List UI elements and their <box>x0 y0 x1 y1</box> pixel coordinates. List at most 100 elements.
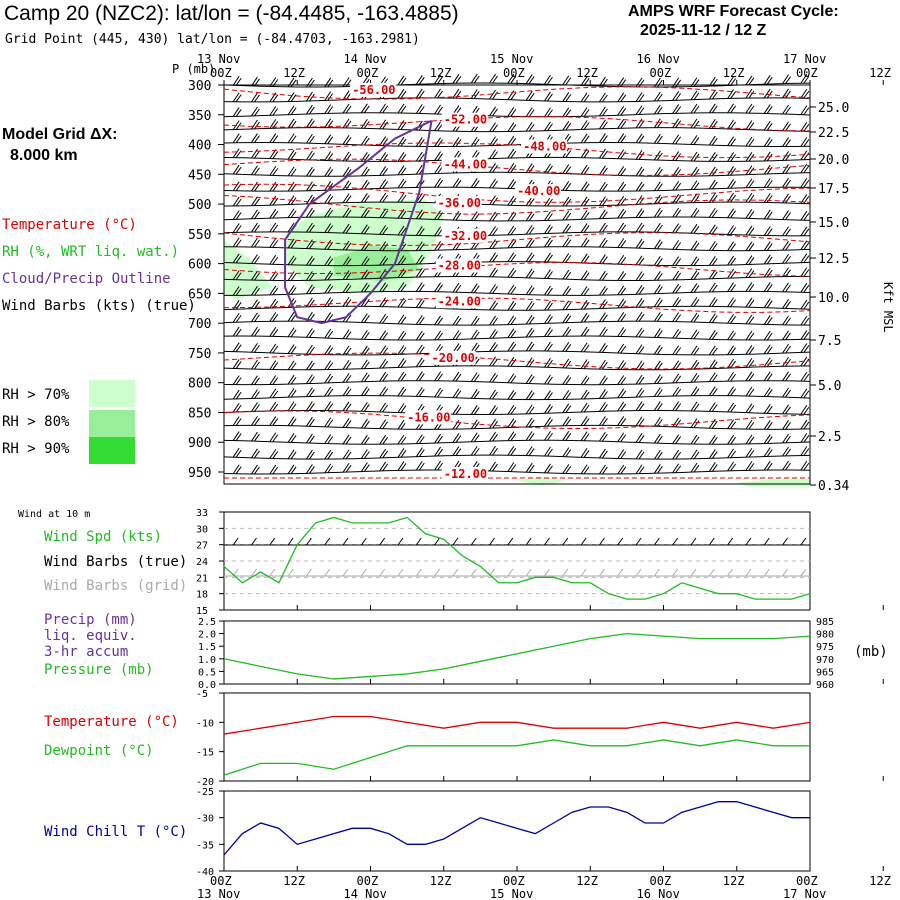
wind-barb-flag <box>507 148 515 159</box>
wind-barb-flag <box>638 376 645 385</box>
wind-barb-flag <box>489 300 496 311</box>
wind-barb-flag <box>360 179 368 190</box>
wind-barb-flag <box>656 120 663 128</box>
wind-barb-flag <box>766 389 773 397</box>
barb-grid-flag <box>763 568 770 577</box>
isotherm-line <box>223 194 811 215</box>
wind-barb-flag <box>269 208 277 219</box>
wind-barb-flag <box>379 255 387 266</box>
wind-barb-flag <box>635 449 643 460</box>
wind-barb-flag <box>598 165 606 176</box>
wind-barb-flag <box>324 401 332 411</box>
wind-barb-flag <box>235 255 242 264</box>
wind-barb-flag <box>254 135 260 143</box>
wind-barb-flag <box>528 329 535 338</box>
wind-barb-flag <box>528 464 535 473</box>
isotherm-label-bg <box>350 82 397 97</box>
barb-grid-flag <box>452 568 459 577</box>
wind-barb-flag <box>400 77 407 86</box>
wind-barb-flag <box>235 239 242 248</box>
wind-barb-flag <box>547 226 553 234</box>
wind-barb-flag <box>763 298 771 308</box>
wind-barb-flag <box>507 225 515 236</box>
wind-barb-flag <box>251 222 258 233</box>
wind-barb-flag <box>382 315 389 324</box>
wind-barb-flag <box>528 316 535 325</box>
wind-barb-flag <box>656 273 663 281</box>
wind-barb-flag <box>562 181 570 191</box>
pressure-label: Pressure (mb) <box>44 662 154 678</box>
temp-dew-ytick-label: -10 <box>196 718 214 729</box>
wind-barb-flag <box>525 107 533 117</box>
wind-barb-flag <box>565 212 572 221</box>
wind-barb-flag <box>437 153 444 161</box>
wind-barb-flag <box>708 241 716 251</box>
wind-barb-flag <box>583 272 590 281</box>
wind-barb-flag <box>272 183 279 192</box>
wind-barb-flag <box>400 299 407 308</box>
kft-tick-label: 10.0 <box>818 291 849 306</box>
wind-barb-flag <box>528 448 535 456</box>
wind-barb-flag <box>803 345 810 353</box>
wind-barb-flag <box>287 133 295 144</box>
wind-barb-flag <box>620 418 627 426</box>
wind-barb-flag <box>547 432 553 441</box>
wind-speed-ytick-label: 21 <box>196 573 208 584</box>
wind-barb-flag <box>748 405 755 413</box>
wind-barb-flag <box>565 183 572 191</box>
wind-barb-flag <box>617 238 625 248</box>
wind-barb-flag <box>635 208 643 218</box>
wind-barb-flag <box>730 332 737 341</box>
wind-barb-flag <box>635 285 643 295</box>
wind-barb-flag <box>690 462 698 473</box>
wind-barb-flag <box>727 255 735 266</box>
wind-barb-flag <box>620 434 627 443</box>
wind-barb-flag <box>800 105 808 115</box>
wind-barb-flag <box>397 386 405 397</box>
wind-barb-flag <box>510 227 517 236</box>
wind-barb-flag <box>785 332 791 341</box>
wind-barb-flag <box>327 136 334 144</box>
wind-barb-flag <box>400 316 407 325</box>
wind-barb-flag <box>672 386 680 397</box>
wind-barb-flag <box>342 135 350 145</box>
wind-barb-flag <box>547 109 553 118</box>
wind-barb-flag <box>708 359 716 369</box>
wind-barb-flag <box>620 210 627 219</box>
wind-barb-flag <box>727 225 735 235</box>
wind-barb-flag <box>547 329 553 337</box>
wind-barb-flag <box>745 192 753 203</box>
wind-barb-flag <box>382 121 389 130</box>
wind-barb-flag <box>305 77 313 88</box>
isotherm-line <box>223 261 811 277</box>
wind-barb-flag <box>287 449 295 460</box>
barb-grid-flag <box>708 568 715 577</box>
wind-barb-flag <box>382 360 389 369</box>
wind-barb-flag <box>672 180 680 191</box>
wind-barb-flag <box>470 211 478 221</box>
wind-barb-flag <box>601 314 608 322</box>
wind-barb-flag <box>397 120 405 130</box>
wind-barb-flag <box>492 269 498 278</box>
wind-barb-flag <box>305 449 313 460</box>
wind-barb-row <box>223 409 811 415</box>
wind-barb-flag <box>693 209 700 218</box>
wind-barb-flag <box>379 386 387 396</box>
wind-barb-flag <box>437 284 444 292</box>
wind-barb-flag <box>308 299 315 308</box>
wind-barb-flag <box>345 153 352 162</box>
wind-barb-flag <box>470 315 478 326</box>
wind-barb-flag <box>675 106 682 114</box>
wind-barb-flag <box>565 328 572 337</box>
wind-barb-flag <box>800 210 808 221</box>
wind-barb-flag <box>400 436 407 445</box>
wind-barb-row <box>223 380 811 386</box>
wind-barb-flag <box>580 253 588 264</box>
wind-barb-flag <box>525 91 533 101</box>
wind-barb-flag <box>473 317 480 326</box>
wind-barb-flag <box>473 344 480 353</box>
wind-barb-flag <box>397 448 405 458</box>
wind-barb-flag <box>254 211 260 220</box>
wind-barb-flag <box>287 181 295 192</box>
wind-barb-flag <box>565 166 572 174</box>
